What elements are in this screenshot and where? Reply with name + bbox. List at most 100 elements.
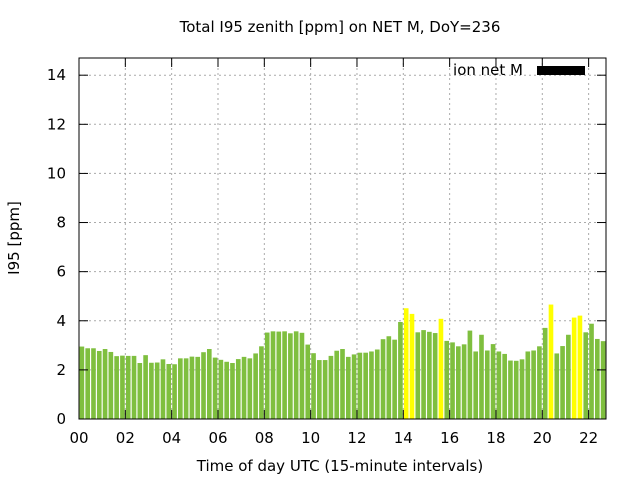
axis-ticks [78, 58, 606, 420]
bar [264, 332, 270, 419]
bar [392, 339, 397, 419]
bar [195, 356, 201, 419]
bar [120, 355, 125, 419]
x-tick-label: 00 [69, 429, 88, 447]
bar [444, 340, 450, 419]
y-tick-label: 12 [47, 115, 66, 133]
bar [79, 346, 85, 419]
bar [201, 352, 206, 419]
y-tick-label: 4 [56, 312, 66, 330]
bar [374, 349, 380, 419]
bar [305, 344, 311, 419]
bar [537, 346, 542, 419]
x-tick-label: 10 [301, 429, 320, 447]
bar [479, 334, 484, 419]
bar [137, 363, 143, 419]
bar [218, 359, 224, 419]
y-axis-label: I95 [ppm] [5, 201, 23, 275]
bar [178, 358, 183, 419]
bar [571, 317, 577, 419]
bar [548, 304, 554, 419]
x-tick-label: 04 [162, 429, 181, 447]
x-axis-label: Time of day UTC (15-minute intervals) [196, 457, 483, 475]
bar [525, 351, 531, 419]
bar [421, 330, 426, 419]
bar [85, 348, 91, 419]
x-tick-label: 14 [394, 429, 413, 447]
bar [542, 327, 548, 419]
y-tick-label: 10 [47, 164, 66, 182]
bar [114, 356, 119, 419]
bar [172, 364, 177, 419]
bar [247, 358, 253, 419]
bar [380, 339, 386, 419]
x-tick-label: 20 [533, 429, 552, 447]
y-tick-label: 2 [56, 361, 66, 379]
bar [357, 352, 363, 419]
bar [91, 348, 96, 419]
bar [403, 308, 409, 419]
bar [166, 363, 172, 419]
bar [409, 313, 415, 419]
bar [577, 315, 583, 419]
bar [496, 351, 502, 419]
bar [241, 356, 247, 419]
bar [398, 321, 403, 419]
bar [102, 349, 108, 419]
bar [299, 332, 305, 419]
bar [508, 360, 513, 419]
bar [183, 358, 189, 419]
y-tick-label: 6 [56, 263, 66, 281]
bar [461, 344, 467, 419]
bar [317, 360, 322, 419]
bars [79, 304, 606, 419]
bar [235, 359, 241, 419]
bar [351, 354, 357, 419]
bar [253, 353, 258, 419]
bar [467, 330, 473, 419]
grid-lines [79, 58, 606, 419]
bar [259, 346, 264, 419]
bar [224, 361, 229, 419]
bar [311, 353, 316, 419]
bar [108, 351, 114, 419]
legend: ion net M [453, 61, 585, 79]
bar [363, 352, 368, 419]
x-tick-label: 06 [208, 429, 227, 447]
bar [600, 341, 606, 419]
bar [131, 355, 137, 419]
x-tick-label: 16 [440, 429, 459, 447]
bar [484, 350, 490, 419]
bar [490, 344, 496, 419]
plot-frame [78, 57, 607, 420]
bar [212, 357, 218, 419]
bar [369, 351, 374, 419]
bar [340, 349, 345, 419]
bar [473, 351, 479, 419]
x-tick-label: 22 [579, 429, 598, 447]
bar [386, 336, 392, 419]
bar [322, 360, 328, 419]
y-tick-labels: 0 2 4 6 8 10 12 14 [47, 66, 66, 428]
bar [560, 346, 565, 419]
bar [189, 356, 195, 419]
bar [143, 355, 148, 419]
bar [160, 359, 166, 419]
bar [554, 353, 560, 419]
bar [328, 355, 334, 419]
bar [154, 362, 160, 419]
x-tick-label: 08 [255, 429, 274, 447]
chart-title: Total I95 zenith [ppm] on NET M, DoY=236 [179, 18, 501, 36]
bar [589, 323, 594, 419]
bar [566, 334, 571, 419]
x-tick-label: 02 [116, 429, 135, 447]
bar [531, 350, 536, 419]
legend-label: ion net M [453, 61, 523, 79]
bar [427, 331, 432, 419]
bar [450, 342, 455, 419]
bar [519, 359, 525, 419]
bar [594, 338, 600, 419]
x-tick-label: 12 [347, 429, 366, 447]
x-tick-labels: 00 02 04 06 08 10 12 14 16 18 20 22 [69, 429, 598, 447]
